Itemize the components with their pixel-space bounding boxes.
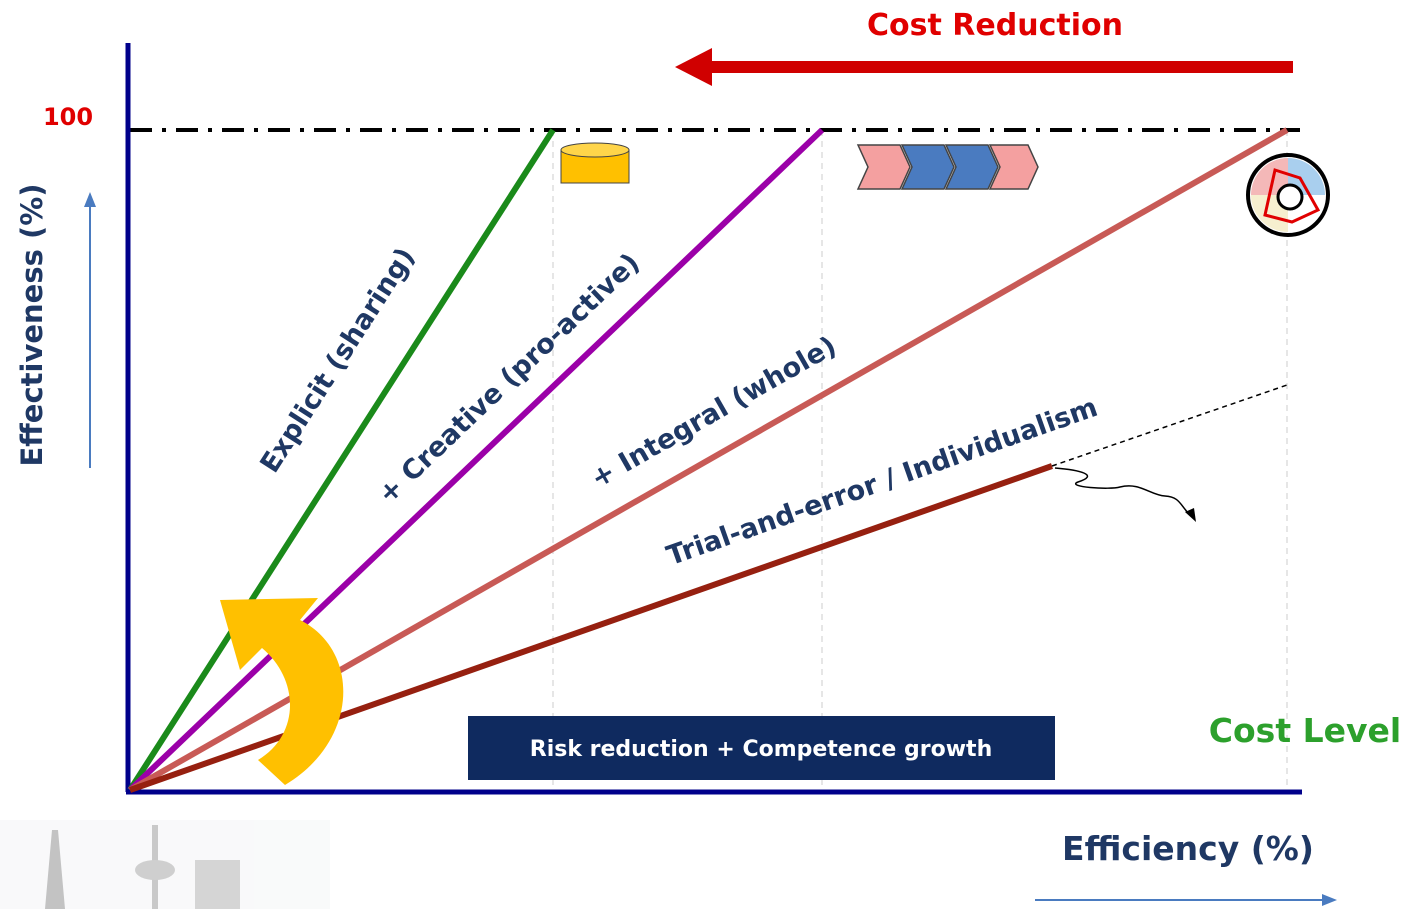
y-arrow-head xyxy=(84,192,96,207)
title: Cost Reduction xyxy=(867,8,1123,43)
background-image xyxy=(0,820,330,909)
chevron-icons xyxy=(858,145,1038,189)
x-arrow-head xyxy=(1322,894,1337,906)
line-creative xyxy=(130,130,822,790)
line-label: Explicit (sharing) xyxy=(254,242,421,478)
wavy-arrow-head xyxy=(1185,508,1196,522)
cost-level: Cost Level xyxy=(1209,711,1401,750)
line-label: + Integral (whole) xyxy=(586,331,842,495)
y-max-label: 100 xyxy=(43,103,93,131)
diagram: Cost Reduction 100 Explicit (sharing) + … xyxy=(0,0,1414,909)
cost-arrow-head xyxy=(675,48,712,86)
cycle-arrow xyxy=(220,598,343,785)
wavy-arrow xyxy=(1055,468,1190,515)
radar-icon xyxy=(1248,155,1328,235)
cylinder-icon xyxy=(561,143,629,183)
banner-text: Risk reduction + Competence growth xyxy=(530,737,992,762)
x-axis-label: Efficiency (%) xyxy=(1062,829,1314,868)
y-axis-label: Effectiveness (%) xyxy=(15,183,49,466)
